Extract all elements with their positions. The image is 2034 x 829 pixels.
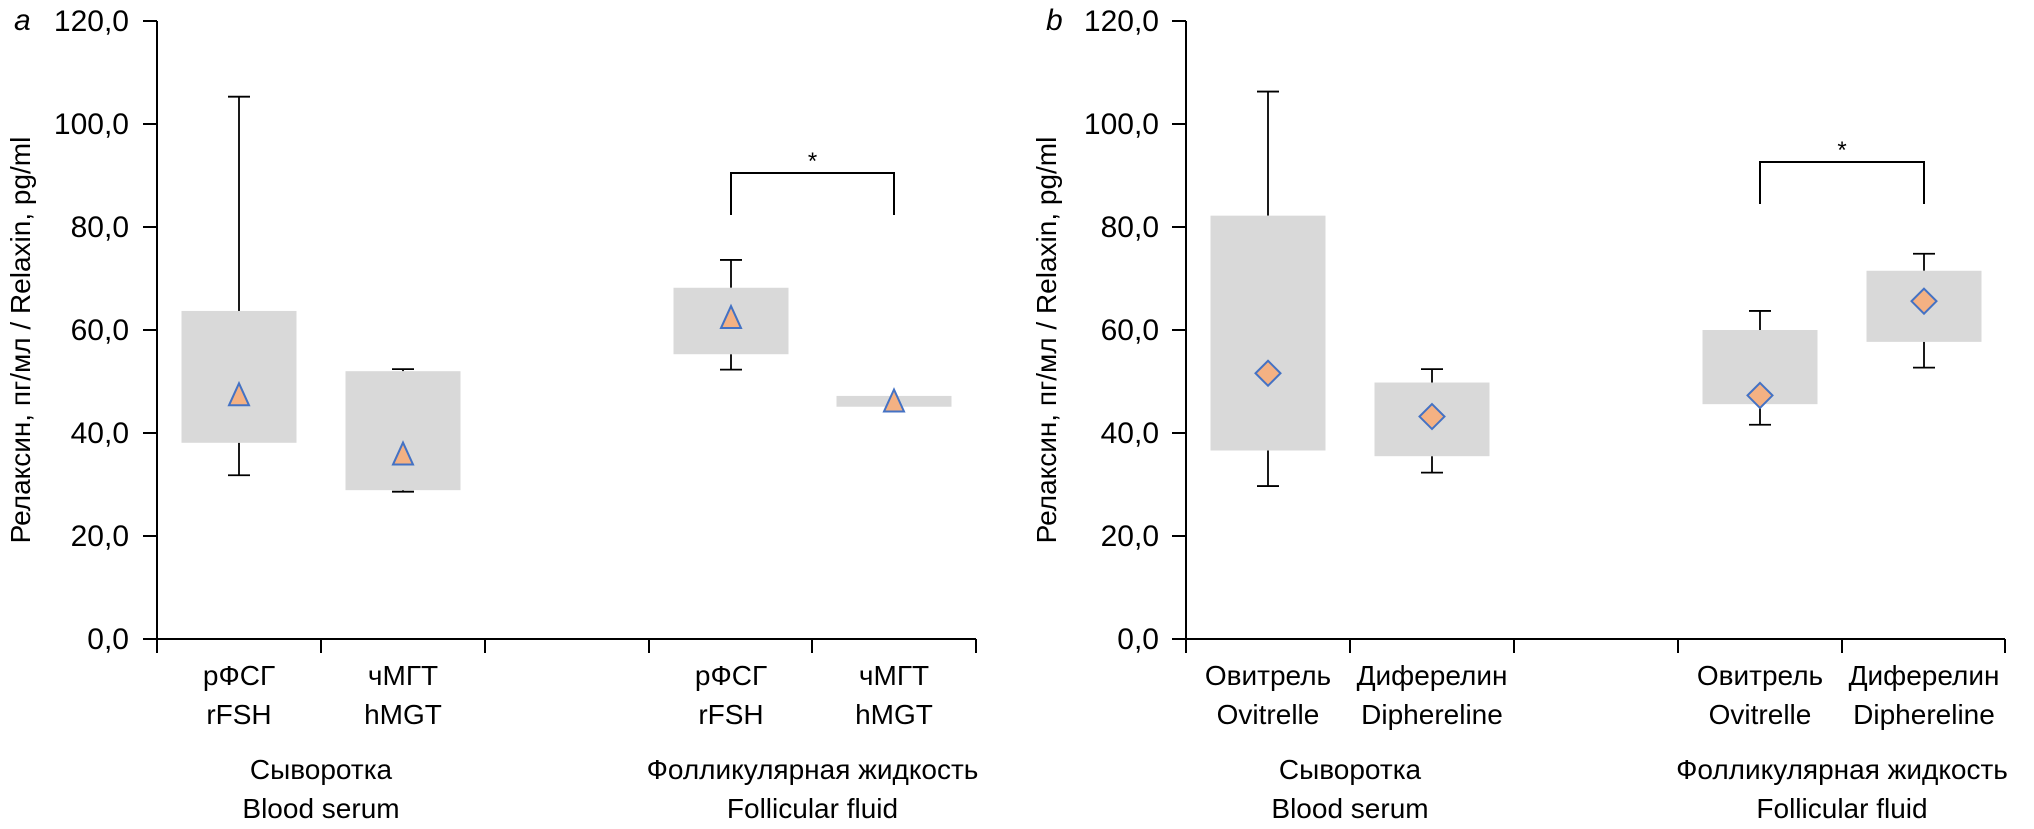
group-label-en: Blood serum bbox=[242, 793, 399, 824]
category-label-ru: Овитрель bbox=[1205, 660, 1331, 691]
panel-a: a Релаксин, пг/мл / Relaxin, pg/ml 0,0 20,0… bbox=[5, 4, 978, 824]
diamond-marker bbox=[1910, 287, 1938, 316]
y-tick-label: 100,0 bbox=[54, 108, 129, 141]
triangle-marker bbox=[391, 440, 415, 466]
group-label-en: Follicular fluid bbox=[727, 793, 898, 824]
category-label-en: rFSH bbox=[698, 699, 763, 730]
y-tick-label: 40,0 bbox=[1101, 417, 1159, 450]
category-label-ru: Овитрель bbox=[1697, 660, 1823, 691]
panel-b: b Релаксин, пг/мл / Relaxin, pg/ml 0,0 20,0… bbox=[1031, 4, 2008, 824]
group-label-ru: Фолликулярная жидкость bbox=[1676, 754, 2008, 785]
significance-asterisk: * bbox=[808, 148, 817, 175]
category-label-en: hMGT bbox=[364, 699, 442, 730]
y-tick-label: 40,0 bbox=[71, 417, 129, 450]
group-label-en: Follicular fluid bbox=[1756, 793, 1927, 824]
y-axis-title: Релаксин, пг/мл / Relaxin, pg/ml bbox=[5, 137, 36, 544]
y-axis-title: Релаксин, пг/мл / Relaxin, pg/ml bbox=[1031, 137, 1062, 544]
y-tick-label: 0,0 bbox=[87, 623, 129, 656]
category-label-ru: рФСГ bbox=[203, 660, 275, 691]
panel-letter: b bbox=[1046, 4, 1063, 37]
triangle-marker bbox=[719, 303, 743, 330]
category-label-ru: чМГТ bbox=[368, 660, 438, 691]
category-label-ru: Диферелин bbox=[1357, 660, 1508, 691]
y-tick-label: 80,0 bbox=[1101, 211, 1159, 244]
category-label-en: hMGT bbox=[855, 699, 933, 730]
triangle-marker bbox=[882, 387, 906, 413]
group-label-ru: Сыворотка bbox=[1279, 754, 1422, 785]
group-label-ru: Фолликулярная жидкость bbox=[647, 754, 979, 785]
group-label-ru: Сыворотка bbox=[250, 754, 393, 785]
category-label-en: Ovitrelle bbox=[1217, 699, 1320, 730]
category-label-en: rFSH bbox=[206, 699, 271, 730]
triangle-marker bbox=[227, 380, 251, 407]
significance-bracket bbox=[730, 172, 895, 215]
significance-asterisk: * bbox=[1837, 137, 1846, 164]
category-label-ru: чМГТ bbox=[859, 660, 929, 691]
category-label-en: Diphereline bbox=[1361, 699, 1503, 730]
box bbox=[345, 371, 461, 491]
diamond-marker bbox=[1418, 402, 1446, 431]
diamond-marker bbox=[1746, 381, 1774, 410]
y-tick-label: 20,0 bbox=[1101, 520, 1159, 553]
y-tick-label: 20,0 bbox=[71, 520, 129, 553]
y-tick-label: 80,0 bbox=[71, 211, 129, 244]
category-label-ru: рФСГ bbox=[695, 660, 767, 691]
box bbox=[181, 310, 297, 443]
significance-bracket bbox=[1759, 161, 1925, 204]
diamond-marker bbox=[1254, 359, 1282, 388]
category-label-ru: Диферелин bbox=[1849, 660, 2000, 691]
y-tick-label: 120,0 bbox=[54, 5, 129, 38]
y-tick-label: 100,0 bbox=[1084, 108, 1159, 141]
y-tick-label: 120,0 bbox=[1084, 5, 1159, 38]
y-tick-label: 60,0 bbox=[1101, 314, 1159, 347]
box bbox=[1210, 215, 1326, 451]
panel-letter: a bbox=[14, 4, 31, 37]
category-label-en: Diphereline bbox=[1853, 699, 1995, 730]
category-label-en: Ovitrelle bbox=[1709, 699, 1812, 730]
group-label-en: Blood serum bbox=[1271, 793, 1428, 824]
y-tick-label: 0,0 bbox=[1117, 623, 1159, 656]
y-tick-label: 60,0 bbox=[71, 314, 129, 347]
